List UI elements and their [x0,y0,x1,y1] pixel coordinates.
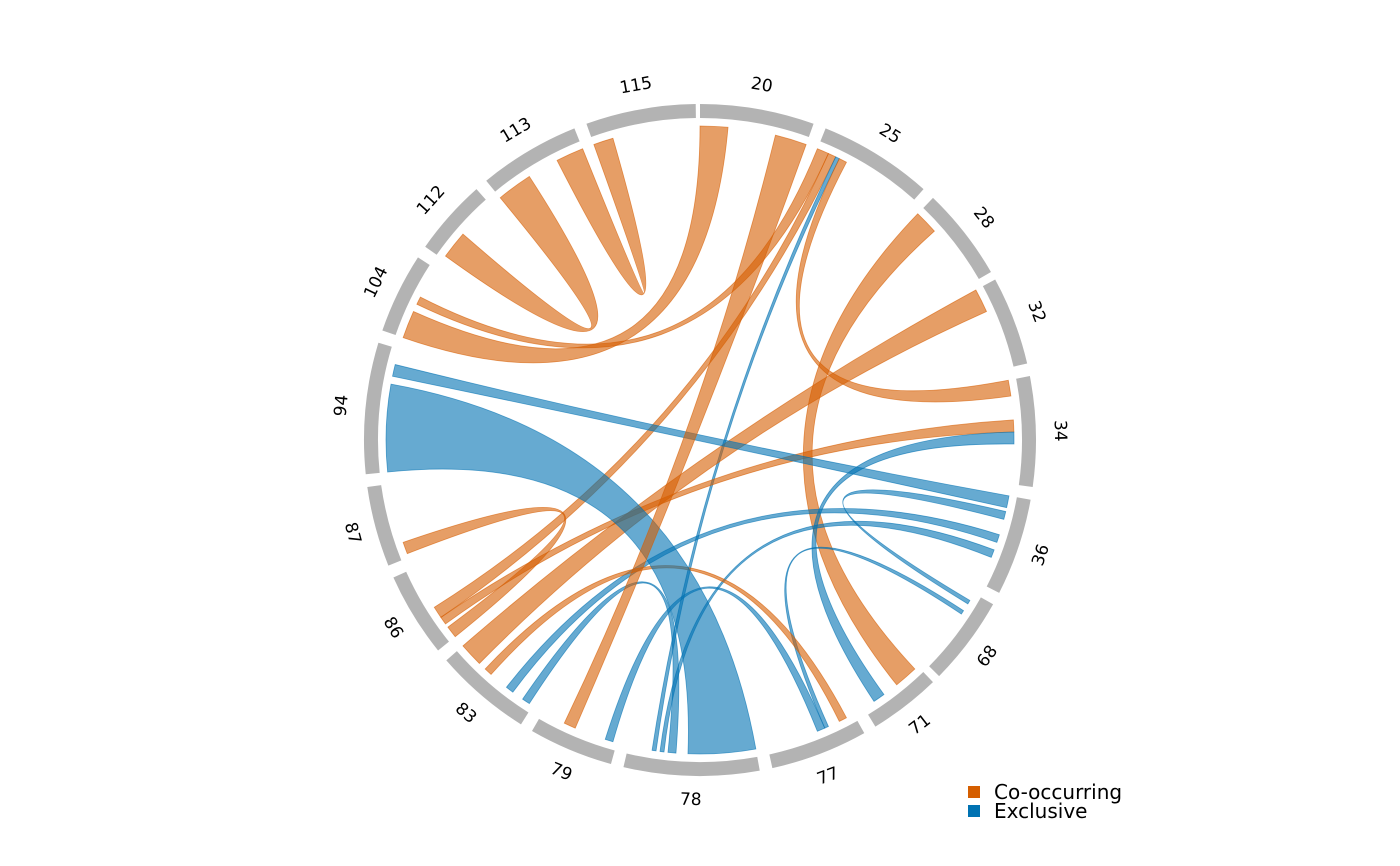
segment-36 [986,497,1031,593]
segment-label-28: 28 [969,203,998,232]
chord-link-77-83 [484,565,848,722]
segment-label-36: 36 [1028,542,1054,569]
legend-label-exclusive: Exclusive [994,798,1088,823]
segment-68 [929,597,994,677]
segment-label-112: 112 [413,182,450,220]
segment-label-83: 83 [451,699,480,728]
chord-link-36-68 [842,489,1007,605]
chord-link-25-104 [416,148,829,349]
segment-113 [486,128,580,192]
chord-link-25-78 [651,156,840,752]
segment-label-71: 71 [905,710,934,739]
segment-78 [623,753,760,776]
segment-115 [586,104,696,137]
segment-25 [820,128,924,200]
segment-label-32: 32 [1023,298,1049,325]
chord-link-36-78 [659,520,995,753]
segment-label-34: 34 [1050,420,1071,442]
segment-label-20: 20 [749,74,774,97]
segment-86 [393,571,449,651]
chord-link-36-83 [505,508,1000,693]
legend-label-co-occurring: Co-occurring [994,779,1123,804]
segment-ring [363,104,1036,776]
legend-swatch-exclusive [968,804,980,817]
chord-links [385,125,1015,755]
segment-label-113: 113 [497,114,535,148]
segment-77 [769,720,865,769]
segment-label-104: 104 [360,263,392,301]
chord-link-34-86 [440,419,1015,625]
legend-item-co-occurring: Co-occurring [968,779,1123,804]
segment-34 [1016,376,1036,488]
segment-label-77: 77 [814,763,841,789]
segment-label-68: 68 [973,642,1002,671]
legend-item-exclusive: Exclusive [968,798,1122,823]
segment-label-79: 79 [547,759,575,786]
segment-83 [446,651,529,725]
chord-link-115-113 [556,137,647,296]
segment-79 [532,718,615,764]
segment-32 [982,279,1028,367]
chord-link-32-83 [462,289,988,665]
segment-112 [425,189,486,255]
chord-link-34-71 [811,431,1015,702]
segment-label-78: 78 [680,790,702,811]
segment-87 [367,485,402,566]
chord-link-78-94 [385,383,757,755]
segment-94 [363,342,392,475]
segment-label-86: 86 [379,613,407,642]
segment-104 [382,257,430,336]
legend: Co-occurring Exclusive [968,779,1123,823]
segment-label-87: 87 [340,520,365,546]
segment-28 [923,197,991,279]
chord-link-78-83 [522,581,680,754]
segment-label-94: 94 [331,394,353,417]
chord-link-20-104 [402,125,729,364]
segment-71 [868,672,933,727]
segment-label-115: 115 [618,73,653,98]
legend-swatch-co-occurring [968,785,980,798]
chord-link-77-79 [604,586,826,743]
chord-link-79-20 [563,134,807,729]
chord-link-25-34 [795,158,1012,403]
chord-link-68-77 [784,546,965,729]
chord-link-87-86 [402,507,567,638]
chord-link-113-112 [444,175,599,333]
segment-label-25: 25 [875,120,904,148]
segment-20 [700,104,814,137]
chord-link-36-94 [392,364,1010,509]
